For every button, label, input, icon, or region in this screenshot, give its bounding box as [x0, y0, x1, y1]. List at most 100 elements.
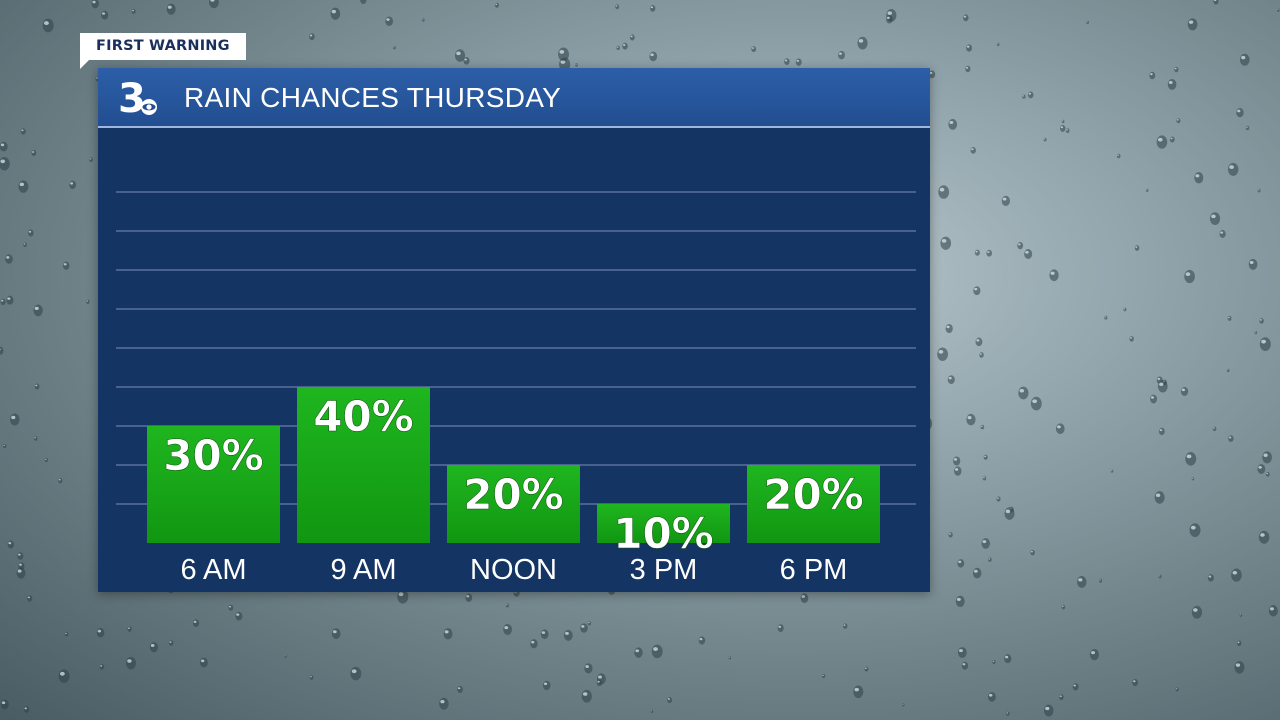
raindrop — [3, 444, 7, 449]
chart-panel: 30% 6 AM 40% 9 AM 20% NOON 10% 3 PM 20% 6 PM 3 RA… — [98, 68, 930, 592]
raindrop — [963, 14, 969, 22]
raindrop — [698, 636, 706, 645]
raindrop — [1061, 119, 1065, 124]
raindrop — [421, 17, 425, 22]
chart-title: RAIN CHANCES THURSDAY — [184, 82, 562, 113]
raindrop — [1004, 507, 1015, 520]
raindrop — [284, 654, 287, 658]
first-warning-tab: FIRST WARNING — [80, 33, 246, 60]
raindrop — [1257, 464, 1266, 474]
raindrop — [822, 674, 826, 679]
raindrop — [1006, 711, 1010, 716]
raindrop — [596, 679, 603, 687]
raindrop — [981, 538, 990, 549]
raindrop — [1189, 523, 1201, 537]
raindrop — [1262, 451, 1272, 464]
raindrop — [1134, 245, 1140, 251]
raindrop — [972, 567, 982, 579]
raindrop — [542, 680, 551, 691]
raindrop — [1149, 71, 1156, 80]
raindrop — [945, 323, 953, 334]
raindrop — [1004, 654, 1012, 664]
bar-3-pm — [597, 504, 730, 543]
raindrop — [463, 57, 470, 65]
raindrop — [616, 45, 620, 51]
raindrop — [1236, 107, 1244, 118]
raindrop — [1156, 135, 1168, 149]
raindrop — [58, 478, 63, 484]
raindrop — [1258, 530, 1270, 544]
raindrop — [6, 295, 14, 305]
raindrop — [563, 629, 573, 641]
raindrop — [168, 640, 174, 646]
raindrop — [928, 70, 936, 79]
raindrop — [64, 632, 69, 637]
raindrop — [1061, 604, 1066, 610]
raindrop — [988, 557, 992, 562]
raindrop — [149, 642, 159, 653]
raindrop — [331, 628, 341, 640]
raindrop — [1234, 661, 1245, 674]
raindrop — [89, 157, 93, 163]
raindrop — [948, 532, 953, 538]
raindrop — [465, 593, 473, 602]
raindrop — [986, 249, 992, 257]
raindrop — [5, 254, 13, 264]
raindrop — [33, 304, 43, 317]
raindrop — [1227, 315, 1232, 321]
raindrop — [751, 46, 757, 53]
raindrop — [1028, 91, 1034, 99]
raindrop — [20, 128, 26, 135]
raindrop — [1104, 315, 1108, 320]
category-label: NOON — [470, 554, 557, 586]
raindrop — [101, 10, 109, 20]
category-label: 3 PM — [630, 554, 698, 586]
raindrop — [1248, 258, 1258, 270]
raindrop — [1245, 125, 1250, 131]
raindrop — [957, 647, 967, 659]
raindrop — [31, 150, 37, 157]
raindrop — [27, 595, 33, 602]
raindrop — [940, 236, 952, 250]
raindrop — [58, 669, 70, 684]
raindrop — [1209, 212, 1221, 225]
raindrop — [996, 496, 1001, 502]
raindrop — [1239, 613, 1243, 617]
raindrop — [17, 552, 24, 560]
bar-value-label: 20% — [463, 470, 564, 519]
raindrop — [0, 346, 4, 355]
raindrop — [983, 454, 988, 460]
raindrop — [1254, 331, 1258, 335]
raindrop — [99, 664, 105, 670]
bar-value-label: 20% — [763, 470, 864, 519]
raindrop — [192, 619, 200, 628]
raindrop — [980, 424, 985, 430]
raindrop — [23, 706, 30, 713]
raindrop — [957, 559, 965, 568]
raindrop — [228, 604, 234, 611]
raindrop — [1219, 230, 1226, 238]
raindrop — [503, 624, 513, 636]
rain-chance-chart: 30% 6 AM 40% 9 AM 20% NOON 10%3 PM 20% 6 PM — [116, 191, 916, 586]
raindrop — [7, 540, 14, 549]
raindrop — [992, 660, 996, 664]
raindrop — [1150, 394, 1158, 404]
raindrop — [1213, 0, 1219, 5]
svg-text:3: 3 — [118, 76, 146, 120]
raindrop — [505, 603, 509, 608]
raindrop — [1228, 435, 1234, 442]
raindrop — [385, 16, 394, 27]
raindrop — [199, 657, 208, 668]
raindrop — [86, 299, 90, 304]
raindrop — [131, 9, 136, 14]
raindrop — [965, 65, 971, 73]
raindrop — [777, 624, 784, 632]
raindrop — [91, 0, 99, 9]
raindrop — [209, 0, 219, 9]
raindrop — [973, 286, 981, 296]
raindrop — [34, 383, 40, 390]
raindrop — [1187, 18, 1198, 31]
raindrop — [1086, 20, 1089, 25]
raindrop — [33, 436, 38, 441]
raindrop — [42, 18, 54, 33]
